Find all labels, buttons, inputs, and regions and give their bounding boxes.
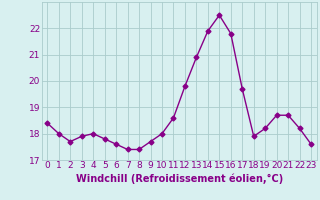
X-axis label: Windchill (Refroidissement éolien,°C): Windchill (Refroidissement éolien,°C): [76, 173, 283, 184]
